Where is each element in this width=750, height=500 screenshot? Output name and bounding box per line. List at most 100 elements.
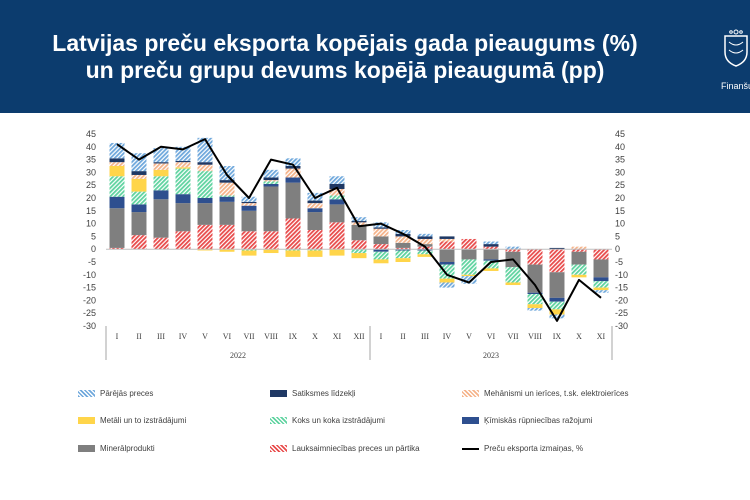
export-change-line — [116, 138, 602, 322]
bar-segment — [241, 210, 257, 232]
legend-swatch — [78, 445, 95, 452]
bar-segment — [153, 176, 169, 191]
bar-segment — [417, 236, 433, 239]
bar-segment — [417, 233, 433, 237]
bar-segment — [351, 217, 367, 222]
bar-segment — [109, 162, 125, 166]
y-tick-label-right: 25 — [615, 180, 625, 190]
bar-segment — [285, 218, 301, 250]
bar-segment — [263, 249, 279, 254]
bar-segment — [175, 160, 191, 163]
y-tick-label-left: 10 — [86, 219, 96, 229]
bar-segment — [241, 205, 257, 211]
x-tick-label: XI — [333, 332, 342, 341]
bar-segment — [263, 186, 279, 232]
bar-segment — [109, 176, 125, 197]
bar-segment — [197, 249, 213, 251]
x-tick-label: VIII — [528, 332, 542, 341]
bar-segment — [439, 249, 455, 262]
bar-segment — [395, 242, 411, 248]
y-tick-label-right: 5 — [615, 231, 620, 241]
y-tick-label-left: -20 — [83, 295, 96, 305]
coat-of-arms-icon — [724, 29, 748, 67]
bar-segment — [417, 254, 433, 257]
bar-segment — [197, 164, 213, 172]
bar-segment — [549, 309, 565, 315]
bar-segment — [263, 177, 279, 181]
y-tick-label-right: 35 — [615, 155, 625, 165]
bar-segment — [549, 314, 565, 319]
y-tick-label-left: 45 — [86, 129, 96, 139]
y-tick-label-left: 30 — [86, 167, 96, 177]
bar-segment — [329, 204, 345, 223]
year-label: 2023 — [483, 351, 499, 360]
bar-segment — [219, 201, 235, 225]
bar-segment — [329, 249, 345, 256]
bar-segment — [307, 203, 323, 209]
bar-segment — [593, 277, 609, 282]
bar-segment — [373, 259, 389, 264]
bar-segment — [329, 199, 345, 205]
bar-segment — [373, 222, 389, 228]
bar-segment — [461, 274, 477, 277]
bar-segment — [241, 196, 257, 202]
y-tick-label-left: -25 — [83, 308, 96, 318]
bar-segment — [439, 241, 455, 250]
y-tick-label-left: -5 — [88, 257, 96, 267]
bar-segment — [351, 249, 367, 254]
bar-segment — [373, 249, 389, 252]
bar-segment — [153, 190, 169, 200]
x-tick-label: X — [576, 332, 582, 341]
bar-segment — [153, 169, 169, 177]
legend-swatch — [270, 390, 287, 397]
chart-area: 45 45 40 40 35 35 30 30 25 25 20 20 15 15 10 10 5 5 0 0 -5 -5… — [83, 129, 628, 360]
bar-segment — [197, 171, 213, 198]
bar-segment — [351, 224, 367, 241]
bar-segment — [395, 258, 411, 262]
x-tick-label: IV — [443, 332, 452, 341]
bar-segment — [395, 249, 411, 251]
bar-segment — [571, 264, 587, 275]
bar-segment — [131, 204, 147, 213]
legend-swatch — [270, 417, 287, 424]
bar-segment — [285, 168, 301, 178]
bar-segment — [109, 196, 125, 209]
legend-label: Ķīmiskās rūpniecības ražojumi — [484, 416, 593, 425]
legend-label: Minerālprodukti — [100, 444, 155, 453]
bar-segment — [483, 241, 499, 245]
bar-segment — [197, 162, 213, 165]
bar-segment — [439, 262, 455, 265]
bar-segment — [373, 228, 389, 237]
bar-segment — [461, 238, 477, 250]
bar-segment — [571, 251, 587, 265]
y-tick-label-left: 5 — [91, 231, 96, 241]
y-tick-label-right: 20 — [615, 193, 625, 203]
bar-segment — [307, 200, 323, 204]
bar-segment — [175, 162, 191, 168]
bar-segment — [153, 237, 169, 250]
bar-segment — [571, 274, 587, 278]
logo-text: Finanšu — [721, 81, 750, 91]
bar-segment — [109, 158, 125, 163]
x-tick-label: IV — [179, 332, 188, 341]
bar-segment — [483, 249, 499, 260]
legend-swatch — [78, 417, 95, 424]
bar-segment — [175, 146, 191, 161]
x-tick-label: VI — [223, 332, 232, 341]
bar-segment — [549, 301, 565, 310]
bar-segment — [153, 162, 169, 164]
bar-segment — [307, 212, 323, 230]
legend-swatch — [462, 390, 479, 397]
bar-segment — [219, 249, 235, 252]
line-group — [116, 138, 602, 322]
bar-segment — [527, 294, 543, 305]
bar-segment — [351, 240, 367, 250]
bar-segment — [395, 230, 411, 234]
bar-segment — [263, 169, 279, 178]
bar-segment — [439, 238, 455, 242]
bar-segment — [285, 177, 301, 183]
y-tick-label-left: 20 — [86, 193, 96, 203]
legend-label: Metāli un to izstrādājumi — [100, 416, 187, 425]
bar-segment — [373, 251, 389, 260]
bar-segment — [307, 250, 323, 257]
